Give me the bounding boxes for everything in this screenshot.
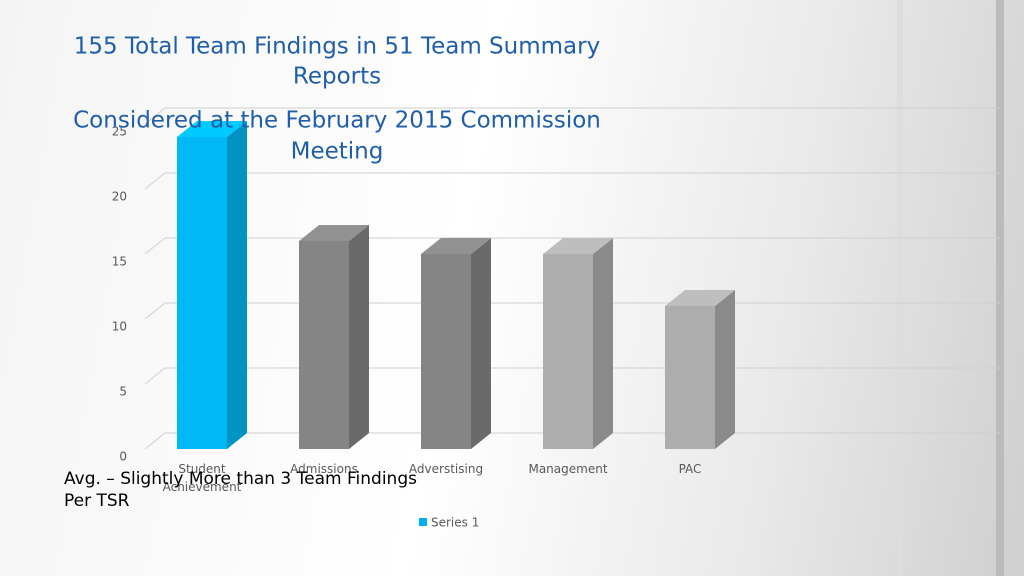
bar bbox=[665, 290, 735, 449]
bar bbox=[543, 238, 613, 449]
bar-top bbox=[299, 225, 369, 241]
y-tick-label: 10 bbox=[112, 320, 127, 334]
x-tick-label-box: Student Achievement bbox=[162, 462, 242, 494]
bar-top bbox=[421, 238, 491, 254]
x-tick-label-box: Adverstising bbox=[408, 462, 484, 476]
x-tick-label: Adverstising bbox=[408, 462, 484, 476]
annotation: Avg. – Slightly More than 3 Team Finding… bbox=[64, 469, 417, 489]
bar-side bbox=[471, 238, 491, 449]
bar bbox=[421, 238, 491, 449]
bar bbox=[299, 225, 369, 449]
chart-subtitle: Meeting bbox=[291, 139, 384, 165]
chart-subtitle: Considered at the February 2015 Commissi… bbox=[73, 108, 601, 134]
bar-top bbox=[177, 121, 247, 137]
grid-line bbox=[144, 172, 1000, 190]
bar bbox=[177, 121, 247, 449]
y-tick-label: 20 bbox=[112, 190, 127, 204]
x-tick-label: Student Achievement bbox=[162, 462, 242, 494]
x-tick-label: Admissions bbox=[290, 462, 358, 476]
bar-side bbox=[715, 290, 735, 449]
x-tick-label: Management bbox=[528, 462, 608, 476]
bar-front bbox=[543, 254, 593, 449]
grid-line bbox=[144, 237, 1000, 255]
chart-title: 155 Total Team Findings in 51 Team Summa… bbox=[74, 34, 600, 60]
y-tick-label: 15 bbox=[112, 255, 127, 269]
x-tick-label: PAC bbox=[678, 462, 702, 476]
bar-side bbox=[227, 121, 247, 449]
bar-side bbox=[349, 225, 369, 449]
legend-swatch bbox=[419, 518, 427, 526]
chart-title: Reports bbox=[293, 64, 381, 90]
x-tick-label-box: Admissions bbox=[290, 462, 358, 476]
bar-top bbox=[665, 290, 735, 306]
x-tick-label-box: PAC bbox=[678, 462, 702, 476]
y-tick-label: 25 bbox=[112, 125, 127, 139]
grid-line bbox=[144, 107, 1000, 125]
bar-top bbox=[543, 238, 613, 254]
x-tick-label-box: Management bbox=[528, 462, 608, 476]
bar-front bbox=[177, 137, 227, 449]
bar-front bbox=[299, 241, 349, 449]
annotation: Per TSR bbox=[64, 491, 130, 511]
legend-label: Series 1 bbox=[431, 516, 479, 530]
bars bbox=[177, 121, 735, 449]
bar-front bbox=[421, 254, 471, 449]
y-tick-label: 0 bbox=[119, 450, 127, 464]
bar-side bbox=[593, 238, 613, 449]
bar-front bbox=[665, 306, 715, 449]
y-tick-label: 5 bbox=[119, 385, 127, 399]
